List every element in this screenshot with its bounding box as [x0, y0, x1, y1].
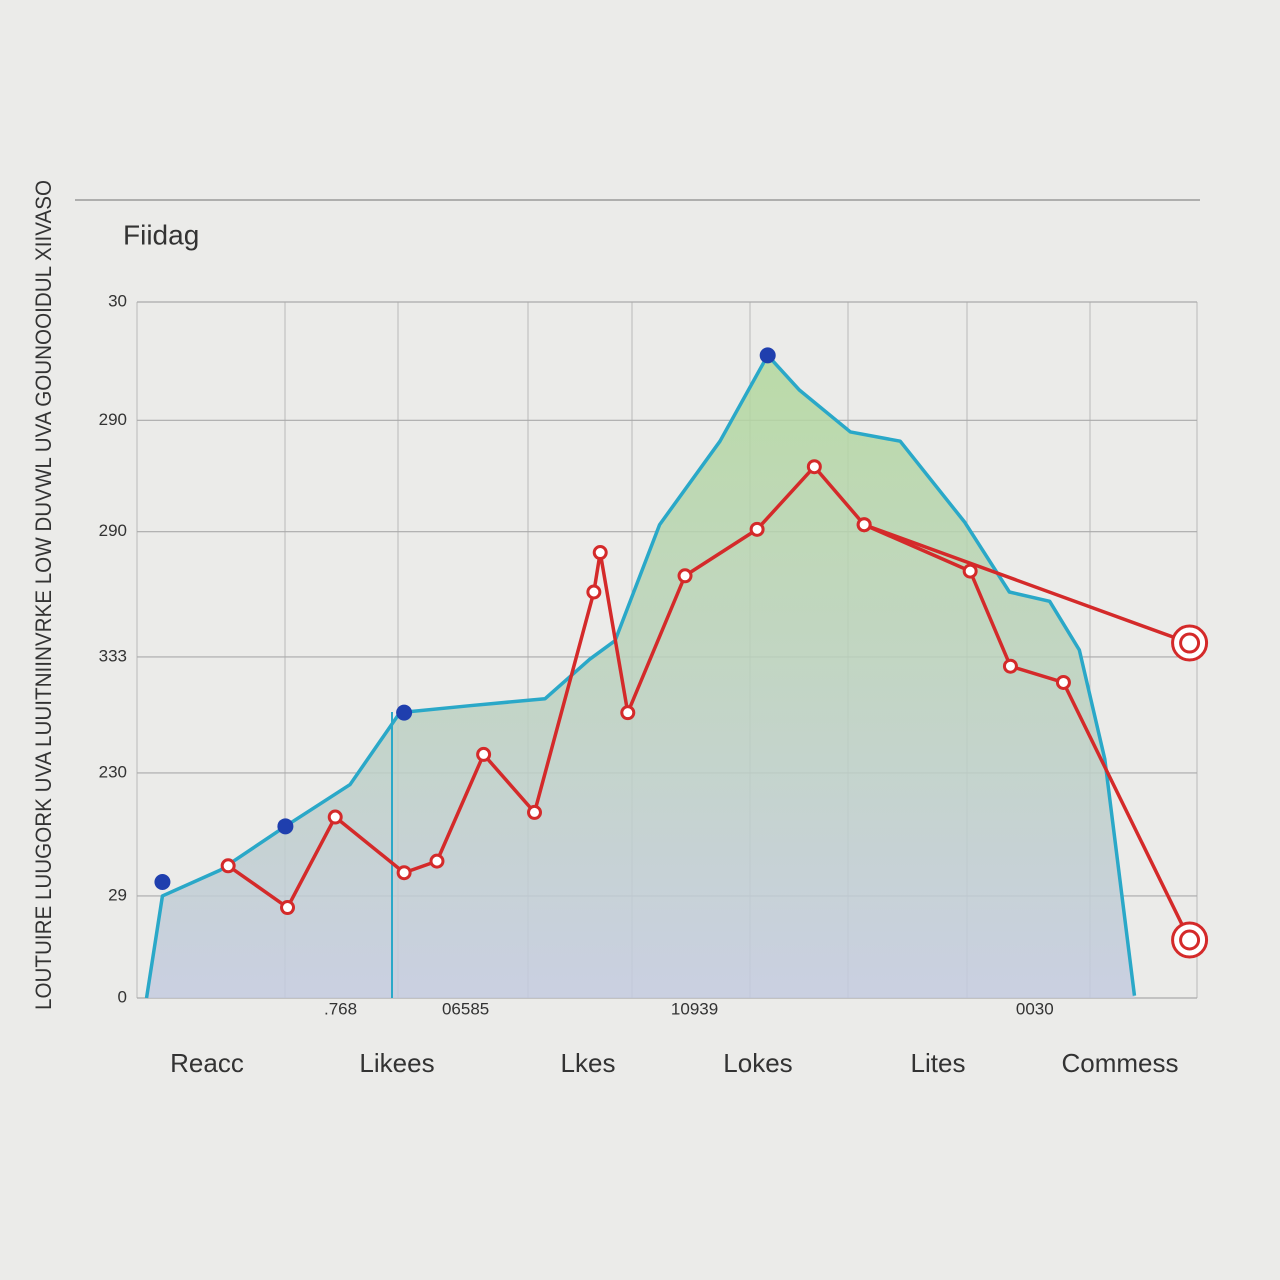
marker — [586, 584, 602, 600]
y-tick-label: 30 — [108, 291, 127, 310]
line — [144, 353, 1137, 999]
line — [863, 523, 1191, 645]
y-tick-label: 290 — [99, 410, 127, 429]
marker — [592, 545, 608, 561]
x-tick-label: 06585 — [442, 999, 489, 1018]
marker — [396, 865, 412, 881]
marker — [677, 568, 693, 584]
end-marker — [1179, 929, 1201, 951]
y-axis-label: LOUTUIRE LUUGORK UVA LUUITNIINVRKE LOW D… — [31, 180, 56, 1010]
marker — [220, 858, 236, 874]
marker — [429, 853, 445, 869]
y-tick-label: 29 — [108, 885, 127, 904]
y-tick-label: 0 — [118, 987, 127, 1006]
marker — [1055, 674, 1071, 690]
marker — [280, 900, 296, 916]
marker — [327, 809, 343, 825]
y-tick-label: 230 — [99, 762, 127, 781]
x-tick-label: .768 — [324, 999, 357, 1018]
end-marker — [1179, 632, 1201, 654]
category-label: Commess — [1061, 1048, 1178, 1078]
category-label: Lites — [911, 1048, 966, 1078]
x-tick-label: 10939 — [671, 999, 718, 1018]
marker — [962, 563, 978, 579]
point — [154, 874, 171, 890]
marker — [1002, 658, 1018, 674]
marker — [856, 517, 872, 533]
category-label: Likees — [359, 1048, 434, 1078]
line — [227, 464, 1192, 941]
y-tick-label: 290 — [99, 521, 127, 540]
category-label: Lkes — [561, 1048, 616, 1078]
x-tick-label: 0030 — [1016, 999, 1054, 1018]
chart-title: Fiidag — [123, 219, 199, 250]
area-fill — [146, 355, 1135, 998]
point — [277, 818, 294, 835]
marker — [806, 459, 822, 475]
marker — [620, 705, 636, 721]
category-label: Reacc — [170, 1048, 244, 1078]
point — [396, 704, 413, 721]
marker — [749, 521, 765, 537]
marker — [476, 746, 492, 762]
marker — [527, 804, 542, 820]
category-label: Lokes — [723, 1048, 792, 1078]
y-tick-label: 333 — [99, 646, 127, 665]
point — [759, 347, 776, 364]
